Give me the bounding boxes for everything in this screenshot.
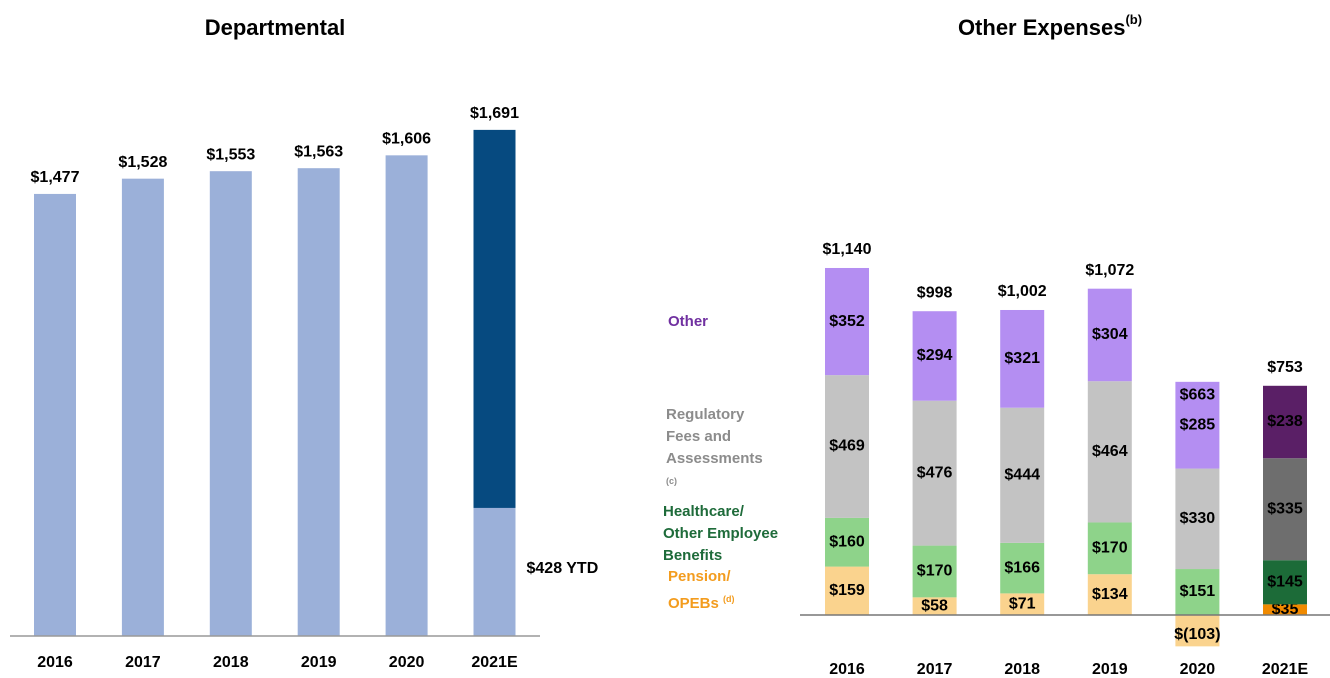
value-label: $321 xyxy=(1004,350,1040,367)
bar-segment xyxy=(825,375,869,518)
value-label: $476 xyxy=(917,464,953,481)
x-tick-label: 2017 xyxy=(917,661,953,678)
chart-title: Other Expenses(b) xyxy=(958,12,1142,39)
value-label: $304 xyxy=(1092,326,1128,343)
chart-title: Departmental xyxy=(205,15,346,40)
title-note: (b) xyxy=(1125,12,1142,27)
total-label: $753 xyxy=(1267,359,1303,376)
legend-entry: Pension/ OPEBs (d) xyxy=(668,566,740,615)
bar-segment xyxy=(1087,574,1132,615)
bar xyxy=(385,155,428,636)
x-tick-label: 2020 xyxy=(389,654,425,671)
legend-label: Pension/ OPEBs xyxy=(668,568,731,612)
title-text: Other Expenses xyxy=(958,15,1126,40)
bar-segment xyxy=(1175,381,1220,469)
value-label: $134 xyxy=(1092,586,1128,603)
bar-segment xyxy=(912,597,957,615)
legend-entry: Regulatory Fees and Assessments (c) xyxy=(666,404,776,497)
bar-segment xyxy=(825,267,869,376)
bar-segment xyxy=(1263,385,1307,459)
x-tick-label: 2016 xyxy=(829,661,865,678)
value-label: $145 xyxy=(1267,573,1303,590)
bar-segment xyxy=(1000,407,1045,543)
x-tick-label: 2020 xyxy=(1180,661,1216,678)
value-label: $71 xyxy=(1009,595,1036,612)
value-label: $1,606 xyxy=(382,131,431,148)
value-label: $464 xyxy=(1092,443,1128,460)
legend-note: (d) xyxy=(723,594,735,604)
total-label: $1,072 xyxy=(1085,262,1134,279)
value-label: $1,528 xyxy=(118,154,167,171)
bar-segment xyxy=(1175,569,1220,615)
value-label: $285 xyxy=(1180,416,1216,433)
ytd-bar xyxy=(473,507,516,636)
total-label: $663 xyxy=(1180,386,1216,403)
value-label: $151 xyxy=(1180,583,1216,600)
value-label: $335 xyxy=(1267,500,1303,517)
value-label: $444 xyxy=(1004,466,1040,483)
x-tick-label: 2021E xyxy=(471,654,518,671)
bar-segment xyxy=(1000,542,1045,594)
legend-note: (c) xyxy=(666,476,677,486)
legend-label: Other xyxy=(668,313,709,330)
bar-segment xyxy=(1000,309,1045,408)
bar-segment xyxy=(1263,604,1307,615)
x-tick-label: 2018 xyxy=(1004,661,1040,678)
bar-segment xyxy=(1263,560,1307,605)
value-label: $1,691 xyxy=(470,105,519,122)
bar xyxy=(121,178,164,636)
bar-segment xyxy=(825,517,869,567)
value-label: $159 xyxy=(829,582,865,599)
legend-label: Regulatory Fees and Assessments xyxy=(666,406,763,467)
bar-segment xyxy=(1263,458,1307,561)
bar-segment xyxy=(912,311,957,401)
legend-entry: Healthcare/ Other Employee Benefits xyxy=(663,501,787,567)
value-label: $1,477 xyxy=(31,169,80,186)
value-label: $166 xyxy=(1004,559,1040,576)
bar-segment xyxy=(1087,381,1132,523)
total-label: $998 xyxy=(917,284,953,301)
value-label: $330 xyxy=(1180,510,1216,527)
bar xyxy=(209,171,252,636)
value-label: $469 xyxy=(829,438,865,455)
x-tick-label: 2017 xyxy=(125,654,161,671)
value-label: $1,553 xyxy=(206,146,255,163)
x-tick-label: 2021E xyxy=(1262,661,1309,678)
bar-segment xyxy=(1087,288,1132,382)
value-label: $352 xyxy=(829,313,865,330)
value-label: $58 xyxy=(921,597,948,614)
bar xyxy=(34,193,76,636)
x-tick-label: 2018 xyxy=(213,654,249,671)
x-tick-label: 2019 xyxy=(301,654,337,671)
bar-segment xyxy=(912,400,957,546)
legend-entry: Other xyxy=(668,311,768,333)
bar-segment xyxy=(1175,468,1220,570)
bar-segment xyxy=(912,545,957,598)
value-label: $35 xyxy=(1272,601,1299,618)
bar-segment xyxy=(1175,615,1220,647)
bar xyxy=(297,168,340,637)
value-label: $294 xyxy=(917,347,953,364)
value-label: $170 xyxy=(917,563,953,580)
bar-segment xyxy=(825,566,869,615)
value-label: $238 xyxy=(1267,413,1303,430)
x-tick-label: 2016 xyxy=(37,654,73,671)
bar-segment xyxy=(1000,593,1045,615)
bar-segment xyxy=(1087,522,1132,575)
total-label: $1,140 xyxy=(823,241,872,258)
value-label: $1,563 xyxy=(294,143,343,160)
legend-label: Healthcare/ Other Employee Benefits xyxy=(663,503,779,564)
value-label: $(103) xyxy=(1174,626,1220,643)
ytd-label: $428 YTD xyxy=(527,560,599,577)
total-label: $1,002 xyxy=(998,283,1047,300)
x-tick-label: 2019 xyxy=(1092,661,1128,678)
value-label: $170 xyxy=(1092,540,1128,557)
value-label: $160 xyxy=(829,533,865,550)
